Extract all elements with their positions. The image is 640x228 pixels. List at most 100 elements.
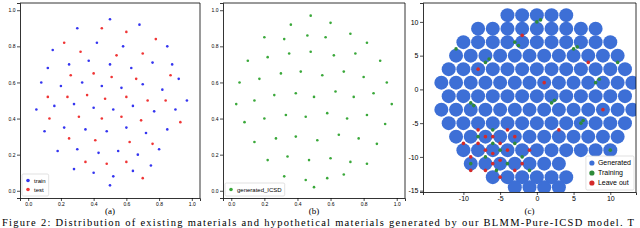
point [84, 161, 87, 164]
tick: 0.6 [212, 80, 223, 86]
tick-label: 0.2 [58, 201, 65, 207]
point [506, 128, 510, 132]
point [498, 142, 502, 146]
point [338, 134, 341, 137]
point [508, 103, 522, 117]
tick-label: 0.6 [212, 80, 219, 86]
point [515, 35, 529, 49]
point [535, 20, 539, 24]
tick: 0.6 [123, 198, 130, 207]
point [309, 50, 312, 53]
point [321, 74, 324, 77]
tick: -5 [412, 120, 423, 127]
point [449, 103, 463, 117]
tick: 0.2 [9, 152, 20, 158]
point [86, 94, 89, 97]
point [449, 130, 463, 144]
x-axis: -10-50510 [424, 192, 637, 202]
point [508, 157, 522, 171]
point [326, 112, 329, 115]
point [78, 115, 81, 118]
point [478, 76, 492, 90]
point [545, 116, 559, 130]
legend-label: Generated [598, 159, 631, 166]
panel: 0.00.20.40.60.81.00.00.20.40.60.81.0gene… [212, 3, 406, 216]
point [316, 139, 319, 142]
point [537, 180, 551, 192]
legend: traintest [22, 174, 49, 196]
tick: -15 [408, 187, 423, 194]
tick-label: 0.4 [294, 201, 301, 207]
point [48, 117, 51, 120]
marks [434, 8, 636, 192]
figure: 0.00.20.40.60.81.00.00.20.40.60.81.0trai… [0, 0, 640, 228]
point [476, 67, 480, 71]
panel: 0.00.20.40.60.81.00.00.20.40.60.81.0trai… [9, 3, 201, 216]
point [530, 143, 544, 157]
point [530, 35, 544, 49]
point [552, 180, 566, 192]
point [471, 35, 485, 49]
tick: 0.2 [212, 152, 223, 158]
point [169, 74, 172, 77]
point [545, 35, 559, 49]
series [35, 18, 188, 187]
point [349, 32, 352, 35]
point [552, 49, 566, 63]
tick: 0.0 [228, 198, 235, 207]
tick-label: 5 [415, 52, 419, 59]
point [559, 62, 573, 76]
point [484, 148, 488, 152]
point [589, 143, 603, 157]
point [354, 52, 357, 55]
point [550, 101, 554, 105]
tick-label: 0 [415, 86, 419, 93]
tick-mark [17, 191, 20, 192]
axis-line [424, 193, 637, 196]
point [594, 81, 598, 85]
point [379, 59, 382, 62]
point [486, 143, 500, 157]
point [43, 130, 46, 133]
point [434, 76, 448, 90]
legend-marker [229, 188, 233, 192]
point [105, 162, 108, 165]
tick-label: 0.6 [328, 201, 335, 207]
point [456, 89, 470, 103]
point [253, 99, 256, 102]
tick: 5 [572, 192, 576, 202]
tick: 0.8 [361, 198, 368, 207]
tick-label: 0 [535, 195, 539, 202]
legend-label: Training [598, 169, 623, 177]
tick: 1.0 [212, 7, 223, 13]
point [120, 115, 123, 118]
point [484, 61, 488, 65]
point [589, 62, 603, 76]
tick-mark [420, 89, 423, 90]
point [47, 96, 50, 99]
point [484, 155, 488, 159]
tick: -10 [408, 154, 423, 161]
point [186, 99, 189, 102]
point [283, 175, 286, 178]
point [491, 135, 495, 139]
point [469, 101, 473, 105]
legend: generated_ICSD [225, 183, 285, 196]
point [523, 103, 537, 117]
tick-label: -5 [498, 195, 504, 202]
point [597, 77, 601, 81]
point [266, 159, 269, 162]
point [464, 103, 478, 117]
point [35, 108, 38, 111]
point [342, 173, 345, 176]
point [69, 74, 72, 77]
point [96, 41, 99, 44]
point [442, 116, 456, 130]
point [618, 89, 632, 103]
tick: -5 [498, 192, 504, 202]
point [574, 35, 588, 49]
tick-label: 0.2 [9, 152, 16, 158]
point [87, 59, 90, 62]
y-axis: 0.00.20.40.60.81.0 [212, 4, 224, 199]
point [486, 170, 500, 184]
